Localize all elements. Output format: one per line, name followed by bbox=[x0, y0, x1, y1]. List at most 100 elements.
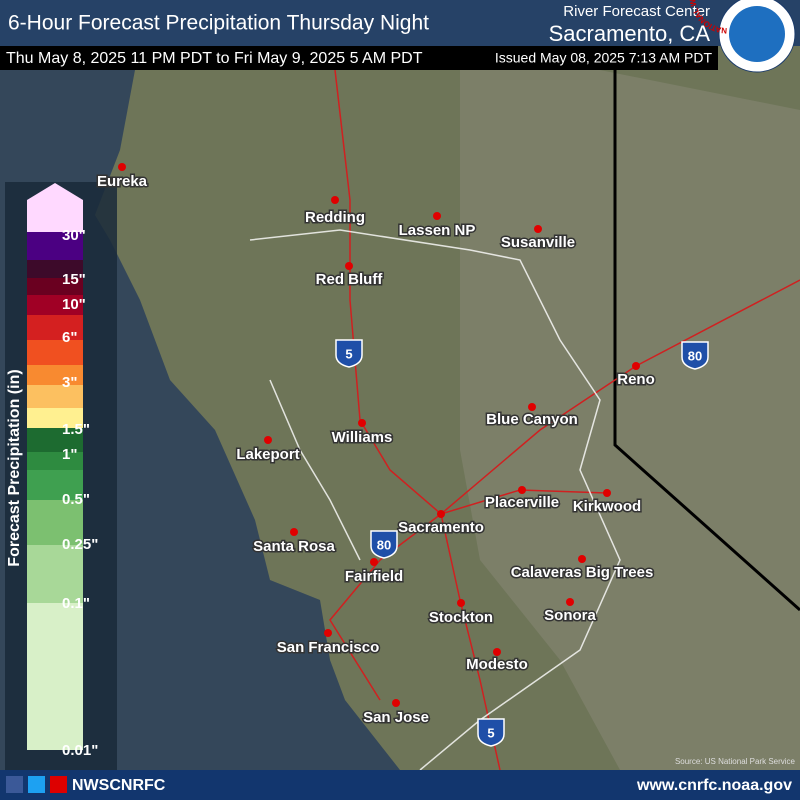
city-label: Stockton bbox=[429, 609, 493, 626]
city-dot bbox=[392, 699, 400, 707]
interstate-shield bbox=[335, 339, 363, 368]
city-dot bbox=[578, 555, 586, 563]
legend-band bbox=[27, 200, 83, 232]
city-label: Lassen NP bbox=[399, 222, 476, 239]
facebook-icon[interactable] bbox=[6, 776, 23, 793]
legend-band bbox=[27, 470, 83, 500]
city-dot bbox=[632, 362, 640, 370]
footer-url[interactable]: www.cnrfc.noaa.gov bbox=[636, 777, 792, 794]
city-label: Modesto bbox=[466, 656, 528, 673]
city-label: Sacramento bbox=[398, 519, 484, 536]
city-label: Eureka bbox=[97, 173, 148, 190]
footer-handle[interactable]: NWSCNRFC bbox=[72, 777, 166, 794]
legend-band bbox=[27, 603, 83, 750]
legend-band bbox=[27, 452, 83, 470]
legend-label: 10" bbox=[62, 296, 86, 313]
city-label: Calaveras Big Trees bbox=[511, 564, 654, 581]
city-label: Redding bbox=[305, 209, 365, 226]
center-line2: Sacramento, CA bbox=[549, 21, 711, 46]
twitter-icon[interactable] bbox=[28, 776, 45, 793]
cities: Eureka Redding Lassen NP Susanville Red Bluf… bbox=[95, 163, 709, 747]
city-dot bbox=[370, 558, 378, 566]
issued: Issued May 08, 2025 7:13 AM PDT bbox=[495, 50, 713, 66]
shield-number: 5 bbox=[487, 725, 494, 740]
legend-bands: 30" 15" 10" 6" 3" 1.5" 1" 0.5" 0.25" 0.1" 0.01" bbox=[27, 183, 98, 759]
city-dot bbox=[433, 212, 441, 220]
period: Thu May 8, 2025 11 PM PDT to Fri May 9, … bbox=[6, 50, 423, 67]
legend-label: 30" bbox=[62, 227, 86, 244]
city-label: Reno bbox=[617, 371, 655, 388]
youtube-icon[interactable] bbox=[50, 776, 67, 793]
city-dot bbox=[118, 163, 126, 171]
legend-label: 1" bbox=[62, 446, 77, 463]
legend-label: 15" bbox=[62, 271, 86, 288]
legend-band bbox=[27, 340, 83, 365]
interstate-shield bbox=[370, 530, 398, 559]
shield-number: 80 bbox=[377, 537, 391, 552]
city-dot bbox=[528, 403, 536, 411]
city-label: Susanville bbox=[501, 234, 575, 251]
interstate-shield bbox=[681, 341, 709, 370]
legend-band bbox=[27, 295, 83, 315]
city-label: San Francisco bbox=[277, 639, 380, 656]
header-bar bbox=[0, 0, 800, 46]
shield-number: 80 bbox=[688, 348, 702, 363]
legend-title: Forecast Precipitation (in) bbox=[6, 369, 23, 566]
legend-arrow bbox=[27, 183, 83, 200]
city-dot bbox=[324, 629, 332, 637]
city-label: Placerville bbox=[485, 494, 559, 511]
legend-band bbox=[27, 232, 83, 260]
footer-bar bbox=[0, 770, 800, 800]
legend-label: 0.01" bbox=[62, 742, 98, 759]
city-dot bbox=[437, 510, 445, 518]
source: Source: US National Park Service bbox=[675, 757, 796, 766]
center-line1: River Forecast Center bbox=[563, 3, 710, 20]
city-dot bbox=[358, 419, 366, 427]
legend-label: 0.5" bbox=[62, 491, 90, 508]
city-label: Kirkwood bbox=[573, 498, 641, 515]
legend-band bbox=[27, 428, 83, 452]
city-dot bbox=[290, 528, 298, 536]
city-label: San Jose bbox=[363, 709, 429, 726]
city-label: Williams bbox=[332, 429, 393, 446]
city-dot bbox=[264, 436, 272, 444]
legend-label: 0.1" bbox=[62, 595, 90, 612]
legend-band bbox=[27, 278, 83, 295]
legend-band bbox=[27, 500, 83, 545]
legend-band bbox=[27, 365, 83, 385]
state-line bbox=[613, 70, 800, 612]
legend-band bbox=[27, 545, 83, 603]
city-label: Lakeport bbox=[236, 446, 299, 463]
logo-inner bbox=[729, 6, 785, 62]
legend-band bbox=[27, 315, 83, 340]
roads bbox=[329, 69, 800, 771]
legend-label: 6" bbox=[62, 329, 77, 346]
legend-label: 3" bbox=[62, 374, 77, 391]
legend-label: 0.25" bbox=[62, 536, 98, 553]
city-label: Santa Rosa bbox=[253, 538, 335, 555]
legend-band bbox=[27, 385, 83, 408]
title: 6-Hour Forecast Precipitation Thursday N… bbox=[8, 12, 429, 35]
terrain bbox=[460, 70, 800, 770]
city-dot bbox=[493, 648, 501, 656]
legend-band bbox=[27, 260, 83, 278]
city-label: Sonora bbox=[544, 607, 596, 624]
legend-label: 1.5" bbox=[62, 421, 90, 438]
city-dot bbox=[534, 225, 542, 233]
city-dot bbox=[518, 486, 526, 494]
legend-band bbox=[27, 408, 83, 428]
interstate-shield bbox=[477, 718, 505, 747]
city-label: Red Bluff bbox=[316, 271, 384, 288]
city-dot bbox=[603, 489, 611, 497]
city-label: Blue Canyon bbox=[486, 411, 578, 428]
shield-number: 5 bbox=[345, 346, 352, 361]
period-bar bbox=[0, 46, 718, 70]
city-dot bbox=[566, 598, 574, 606]
basin-lines bbox=[249, 229, 621, 771]
city-dot bbox=[345, 262, 353, 270]
city-dot bbox=[457, 599, 465, 607]
city-dot bbox=[331, 196, 339, 204]
city-label: Fairfield bbox=[345, 568, 403, 585]
